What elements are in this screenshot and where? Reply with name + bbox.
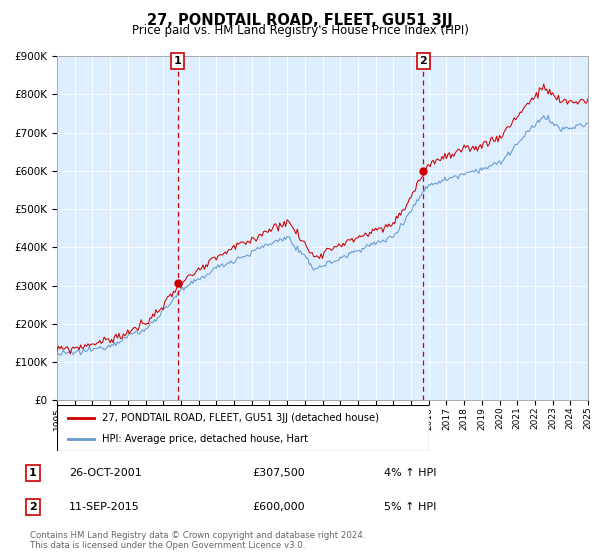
Text: HPI: Average price, detached house, Hart: HPI: Average price, detached house, Hart (101, 434, 308, 444)
Text: 1: 1 (174, 56, 182, 66)
Text: 4% ↑ HPI: 4% ↑ HPI (384, 468, 437, 478)
Text: 26-OCT-2001: 26-OCT-2001 (69, 468, 142, 478)
Text: £307,500: £307,500 (252, 468, 305, 478)
Text: Price paid vs. HM Land Registry's House Price Index (HPI): Price paid vs. HM Land Registry's House … (131, 24, 469, 37)
Text: 5% ↑ HPI: 5% ↑ HPI (384, 502, 436, 512)
Text: 11-SEP-2015: 11-SEP-2015 (69, 502, 140, 512)
Text: This data is licensed under the Open Government Licence v3.0.: This data is licensed under the Open Gov… (30, 541, 305, 550)
Text: 1: 1 (29, 468, 37, 478)
Text: Contains HM Land Registry data © Crown copyright and database right 2024.: Contains HM Land Registry data © Crown c… (30, 531, 365, 540)
Text: 2: 2 (29, 502, 37, 512)
Text: £600,000: £600,000 (252, 502, 305, 512)
Text: 27, PONDTAIL ROAD, FLEET, GU51 3JJ (detached house): 27, PONDTAIL ROAD, FLEET, GU51 3JJ (deta… (101, 413, 379, 423)
Text: 27, PONDTAIL ROAD, FLEET, GU51 3JJ: 27, PONDTAIL ROAD, FLEET, GU51 3JJ (147, 13, 453, 28)
Text: 2: 2 (419, 56, 427, 66)
